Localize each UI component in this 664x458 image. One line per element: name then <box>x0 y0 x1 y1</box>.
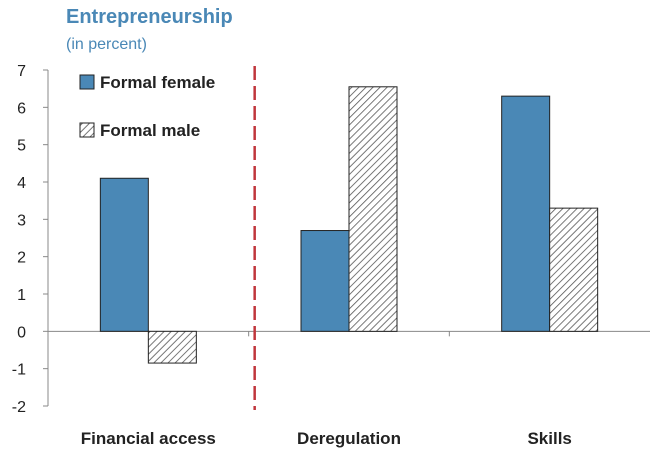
y-tick-label: 0 <box>17 324 26 341</box>
legend-swatch-formal-male <box>79 122 95 138</box>
chart-subtitle: (in percent) <box>66 36 147 53</box>
bars <box>99 86 599 364</box>
y-tick-label: 7 <box>17 63 26 80</box>
bar-formal-female <box>501 95 551 332</box>
bar-formal-male <box>348 86 398 332</box>
legend-label-formal-male: Formal male <box>100 121 200 140</box>
bar-formal-female <box>99 177 149 332</box>
y-tick-label: -2 <box>12 399 26 416</box>
y-tick-label: 1 <box>17 287 26 304</box>
y-tick-label: 4 <box>17 175 26 192</box>
bar-formal-male <box>147 330 197 364</box>
y-tick-label: 5 <box>17 138 26 155</box>
legend-swatch-formal-female <box>79 74 95 90</box>
bar-formal-male <box>549 207 599 332</box>
y-tick-label: -1 <box>12 362 26 379</box>
y-tick-label: 2 <box>17 250 26 267</box>
y-tick-label: 6 <box>17 100 26 117</box>
legend: Formal female Formal male <box>79 73 215 140</box>
chart-title: Entrepreneurship <box>66 6 233 28</box>
x-tick-label: Deregulation <box>297 429 401 448</box>
y-tick-label: 3 <box>17 212 26 229</box>
x-tick-label: Skills <box>527 429 571 448</box>
bar-formal-female <box>300 230 350 332</box>
x-tick-label: Financial access <box>81 429 216 448</box>
legend-label-formal-female: Formal female <box>100 73 215 92</box>
